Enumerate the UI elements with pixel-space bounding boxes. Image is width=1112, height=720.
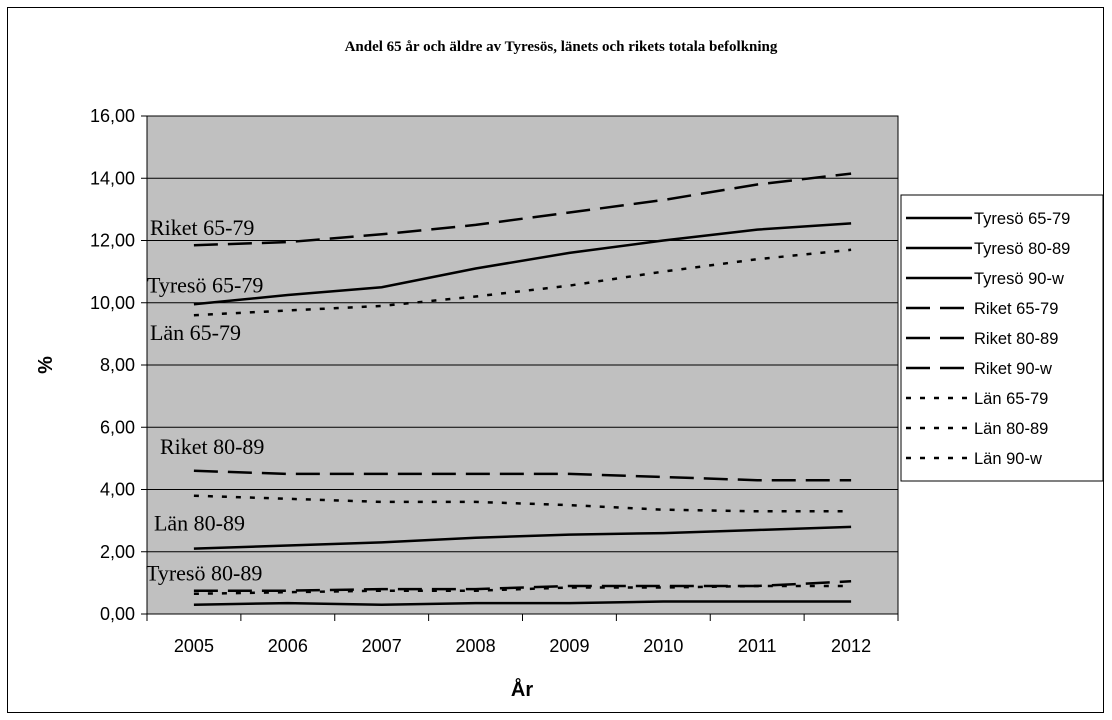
series-line-tyresö-90-w: [193, 600, 852, 606]
series-annotation: Län 80-89: [154, 511, 245, 536]
y-tick-label: 6,00: [100, 417, 135, 437]
series-line-tyresö-80-89: [193, 525, 852, 550]
y-tick-label: 14,00: [90, 168, 135, 188]
legend-label: Län 90-w: [974, 450, 1042, 468]
series-annotation: Tyresö 65-79: [147, 272, 263, 297]
series-line-tyresö-65-79: [193, 222, 852, 306]
legend: Tyresö 65-79 Tyresö 80-89 Tyresö 90-w Riket…: [900, 194, 1104, 482]
y-tick-label: 16,00: [90, 106, 135, 126]
y-axis-title: %: [35, 356, 57, 374]
y-tick-label: 10,00: [90, 293, 135, 313]
x-tick-label: 2006: [268, 636, 308, 656]
legend-label: Tyresö 80-89: [974, 240, 1070, 258]
y-tick-label: 8,00: [100, 355, 135, 375]
grid-lines: [147, 177, 898, 553]
series-line-län-90-w: [193, 584, 852, 596]
x-tick-label: 2010: [643, 636, 683, 656]
series-annotation: Riket 80-89: [160, 434, 265, 459]
legend-box: [900, 194, 1104, 482]
y-tick-label: 4,00: [100, 480, 135, 500]
chart-title: Andel 65 år och äldre av Tyresös, länets…: [345, 39, 778, 55]
legend-label: Län 65-79: [974, 390, 1048, 408]
series-annotation: Län 65-79: [150, 320, 241, 345]
series-line-län-65-79: [193, 248, 852, 317]
series-line-riket-80-89: [193, 469, 852, 482]
x-tick-label: 2011: [738, 636, 777, 656]
y-tick-label: 12,00: [90, 231, 135, 251]
x-tick-label: 2008: [456, 636, 496, 656]
legend-label: Län 80-89: [974, 420, 1048, 438]
series-annotations: Riket 65-79 Tyresö 65-79 Län 65-79 Riket 80…: [146, 215, 265, 585]
series-line-län-80-89: [193, 494, 852, 513]
x-tick-label: 2009: [549, 636, 589, 656]
x-tick-label: 2005: [174, 636, 214, 656]
x-axis: 2005 2006 2007 2008 2009 2010 2011 2012: [146, 614, 899, 656]
series-line-riket-65-79: [193, 172, 852, 247]
y-tick-label: 0,00: [100, 604, 135, 624]
legend-label: Tyresö 65-79: [974, 210, 1070, 228]
x-tick-label: 2007: [362, 636, 402, 656]
x-axis-title: År: [511, 677, 533, 701]
y-axis: 0,00 2,00 4,00 6,00 8,00 10,00 12,00 14,00 16,00: [90, 106, 147, 624]
series-lines: [193, 172, 852, 606]
series-annotation: Tyresö 80-89: [146, 561, 262, 586]
x-tick-label: 2012: [831, 636, 871, 656]
legend-label: Riket 65-79: [974, 300, 1058, 318]
legend-label: Riket 80-89: [974, 330, 1058, 348]
legend-label: Tyresö 90-w: [974, 270, 1064, 288]
y-tick-label: 2,00: [100, 542, 135, 562]
series-annotation: Riket 65-79: [150, 215, 255, 240]
legend-label: Riket 90-w: [974, 360, 1052, 378]
